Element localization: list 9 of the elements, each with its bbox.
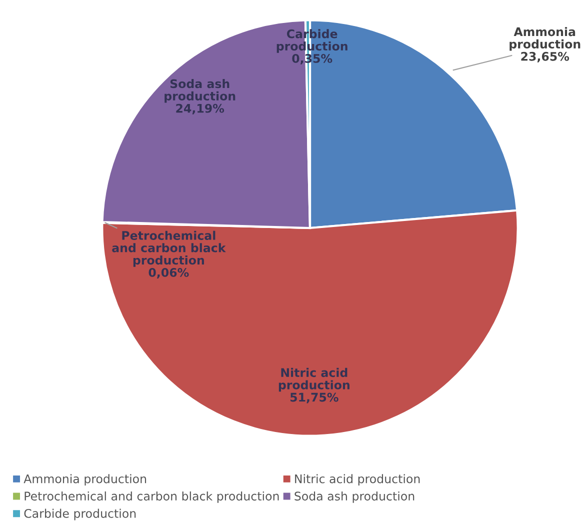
data-label: Soda ash production 24,19%: [164, 79, 236, 114]
legend-label: Nitric acid production: [295, 474, 420, 486]
data-label: Ammonia production 23,65%: [510, 27, 580, 62]
legend-label: Petrochemical and carbon black production: [24, 491, 279, 503]
data-label: Nitric acid production 51,75%: [278, 368, 350, 404]
legend-label: Ammonia production: [24, 474, 146, 486]
legend-label: Carbide production: [24, 508, 136, 520]
legend-label: Soda ash production: [294, 491, 414, 503]
data-label: Petrochemical and carbon black production 0,06%: [112, 230, 226, 278]
